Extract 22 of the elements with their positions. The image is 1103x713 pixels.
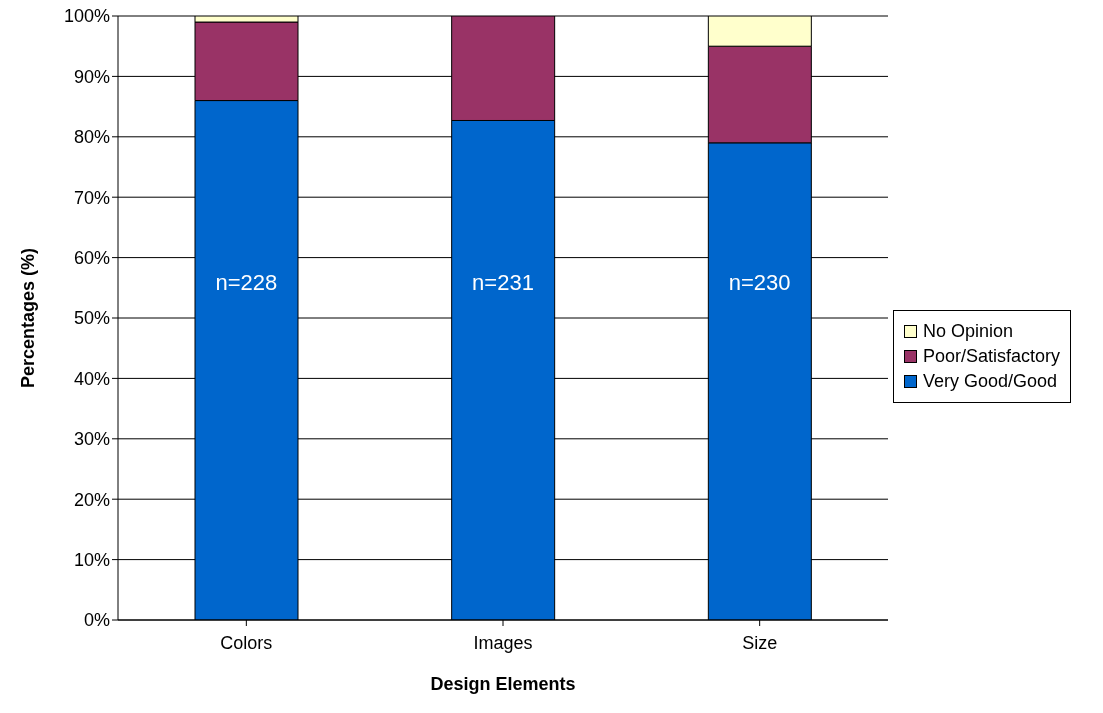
y-tick-label: 50% bbox=[73, 308, 110, 329]
y-tick-label: 20% bbox=[73, 489, 110, 510]
y-tick-label: 30% bbox=[73, 429, 110, 450]
y-tick-label: 100% bbox=[63, 6, 110, 27]
y-tick-label: 0% bbox=[83, 610, 110, 631]
annotation: n=228 bbox=[215, 269, 278, 295]
x-tick-label: Images bbox=[473, 632, 533, 653]
y-tick-label: 10% bbox=[73, 549, 110, 570]
y-axis-title: Percentages (%) bbox=[18, 247, 39, 389]
annotation: n=231 bbox=[472, 269, 534, 295]
x-axis-title: Design Elements bbox=[430, 674, 576, 694]
x-tick-label: Size bbox=[742, 632, 778, 653]
y-tick-label: 90% bbox=[73, 66, 110, 87]
y-tick-label: 40% bbox=[73, 368, 110, 389]
y-tick-label: 70% bbox=[73, 187, 110, 208]
x-tick-label: Colors bbox=[220, 632, 273, 653]
annotation: n=230 bbox=[728, 269, 791, 295]
legend-label: Poor/Satisfactory bbox=[923, 346, 1061, 367]
y-tick-label: 60% bbox=[73, 247, 110, 268]
y-tick-label: 80% bbox=[73, 127, 110, 148]
legend-label: Very Good/Good bbox=[923, 371, 1058, 392]
legend-label: No Opinion bbox=[923, 321, 1014, 342]
